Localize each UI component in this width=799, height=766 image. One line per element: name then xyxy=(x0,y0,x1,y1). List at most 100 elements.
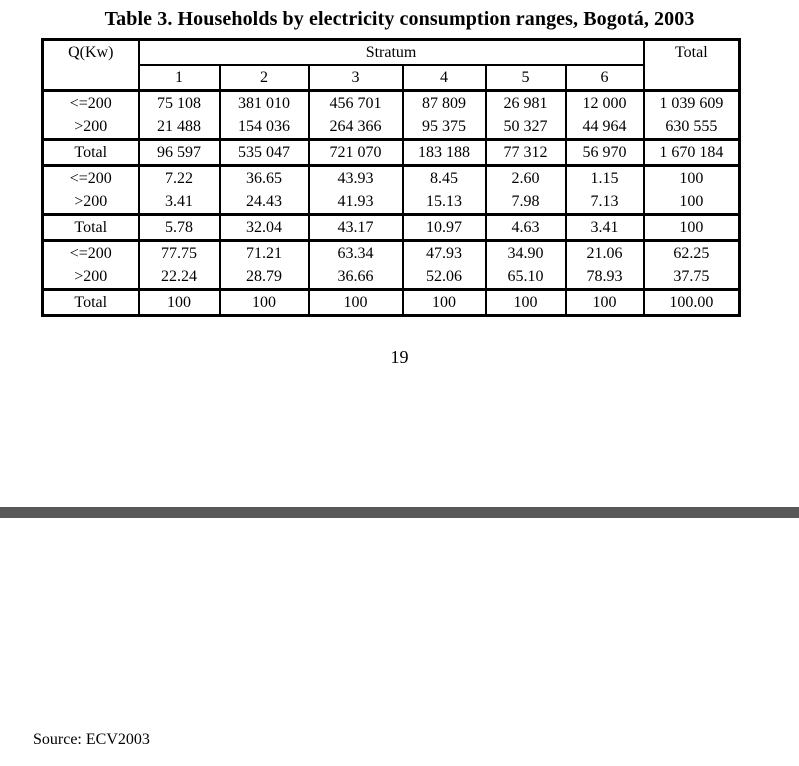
data-cell: 21.06 xyxy=(564,239,645,265)
stratum-column-header: 1 xyxy=(137,64,221,91)
table-row: Total 100 100 100 100 100 100 100.00 xyxy=(41,288,741,316)
data-cell: 3.41 xyxy=(137,190,221,215)
data-cell: 34.90 xyxy=(484,239,567,265)
data-cell: 22.24 xyxy=(137,265,221,290)
data-cell: 5.78 xyxy=(137,213,221,241)
row-label-cell: <=200 xyxy=(41,89,140,115)
data-cell: 381 010 xyxy=(218,89,310,115)
table-row: >200 22.24 28.79 36.66 52.06 65.10 78.93 37.75 xyxy=(41,265,741,290)
data-cell: 87 809 xyxy=(401,89,487,115)
table-header: Q(Kw) Stratum Total 1 2 3 4 5 6 xyxy=(41,39,741,91)
data-cell: 56 970 xyxy=(564,138,645,166)
data-cell: 32.04 xyxy=(218,213,310,241)
table-header-row-2: 1 2 3 4 5 6 xyxy=(43,64,740,91)
data-cell: 77 312 xyxy=(484,138,567,166)
data-cell: 7.13 xyxy=(564,190,645,215)
data-cell: 100 xyxy=(307,288,404,316)
row-label-cell: Total xyxy=(41,213,140,241)
data-cell: 154 036 xyxy=(218,115,310,140)
row-label-cell: Total xyxy=(41,288,140,316)
data-cell: 100 xyxy=(642,213,741,241)
header-total: Total xyxy=(642,39,741,91)
data-cell: 264 366 xyxy=(307,115,404,140)
section-divider xyxy=(0,507,799,518)
data-cell: 43.93 xyxy=(307,164,404,190)
stratum-column-header: 3 xyxy=(307,64,404,91)
row-label-cell: >200 xyxy=(41,190,140,215)
row-label-cell: <=200 xyxy=(41,239,140,265)
data-cell: 100 xyxy=(642,190,741,215)
table-row: Total 96 597 535 047 721 070 183 188 77 312 56… xyxy=(41,138,741,166)
stratum-column-header: 4 xyxy=(401,64,487,91)
data-cell: 1 670 184 xyxy=(642,138,741,166)
data-cell: 1.15 xyxy=(564,164,645,190)
table-body: <=200 75 108 381 010 456 701 87 809 26 981 12 … xyxy=(41,89,741,316)
row-label-cell: Total xyxy=(41,138,140,166)
data-cell: 37.75 xyxy=(642,265,741,290)
data-cell: 183 188 xyxy=(401,138,487,166)
data-cell: 7.98 xyxy=(484,190,567,215)
table-header-row-1: Q(Kw) Stratum Total xyxy=(41,39,741,91)
row-label-cell: >200 xyxy=(41,115,140,140)
data-cell: 100 xyxy=(642,164,741,190)
data-cell: 43.17 xyxy=(307,213,404,241)
data-cell: 7.22 xyxy=(137,164,221,190)
table-caption: Table 3. Households by electricity consu… xyxy=(104,8,695,30)
data-cell: 2.60 xyxy=(484,164,567,190)
data-cell: 77.75 xyxy=(137,239,221,265)
data-cell: 41.93 xyxy=(307,190,404,215)
table-row: <=200 77.75 71.21 63.34 47.93 34.90 21.06 62.25 xyxy=(41,239,741,265)
data-cell: 65.10 xyxy=(484,265,567,290)
data-cell: 47.93 xyxy=(401,239,487,265)
header-stratum: Stratum xyxy=(137,39,645,65)
stratum-column-header: 6 xyxy=(564,64,645,91)
data-cell: 78.93 xyxy=(564,265,645,290)
data-cell: 456 701 xyxy=(307,89,404,115)
table-row: <=200 7.22 36.65 43.93 8.45 2.60 1.15 100 xyxy=(41,164,741,190)
data-cell: 36.65 xyxy=(218,164,310,190)
data-cell: 24.43 xyxy=(218,190,310,215)
data-cell: 71.21 xyxy=(218,239,310,265)
table-row: Total 5.78 32.04 43.17 10.97 4.63 3.41 100 xyxy=(41,213,741,241)
data-cell: 8.45 xyxy=(401,164,487,190)
data-cell: 95 375 xyxy=(401,115,487,140)
households-table: Q(Kw) Stratum Total 1 2 3 4 5 6 <=200 75 … xyxy=(41,38,742,317)
data-cell: 100 xyxy=(564,288,645,316)
page-number: 19 xyxy=(390,347,409,367)
data-cell: 535 047 xyxy=(218,138,310,166)
data-cell: 96 597 xyxy=(137,138,221,166)
data-cell: 100.00 xyxy=(642,288,741,316)
data-cell: 75 108 xyxy=(137,89,221,115)
data-cell: 100 xyxy=(137,288,221,316)
table-row: >200 3.41 24.43 41.93 15.13 7.98 7.13 100 xyxy=(41,190,741,215)
table-row: >200 21 488 154 036 264 366 95 375 50 327 44 9… xyxy=(41,115,741,140)
data-cell: 100 xyxy=(401,288,487,316)
row-label-cell: >200 xyxy=(41,265,140,290)
header-q-kw: Q(Kw) xyxy=(41,39,140,91)
row-label-cell: <=200 xyxy=(41,164,140,190)
stratum-column-header: 2 xyxy=(218,64,310,91)
data-cell: 26 981 xyxy=(484,89,567,115)
table-row: <=200 75 108 381 010 456 701 87 809 26 981 12 … xyxy=(41,89,741,115)
data-cell: 50 327 xyxy=(484,115,567,140)
data-cell: 100 xyxy=(484,288,567,316)
data-cell: 1 039 609 xyxy=(642,89,741,115)
data-cell: 4.63 xyxy=(484,213,567,241)
data-cell: 52.06 xyxy=(401,265,487,290)
data-cell: 44 964 xyxy=(564,115,645,140)
data-cell: 28.79 xyxy=(218,265,310,290)
stratum-column-header: 5 xyxy=(484,64,567,91)
data-cell: 721 070 xyxy=(307,138,404,166)
data-cell: 21 488 xyxy=(137,115,221,140)
data-cell: 63.34 xyxy=(307,239,404,265)
source-note: Source: ECV2003 xyxy=(33,731,150,748)
data-cell: 630 555 xyxy=(642,115,741,140)
data-cell: 62.25 xyxy=(642,239,741,265)
data-cell: 36.66 xyxy=(307,265,404,290)
data-cell: 10.97 xyxy=(401,213,487,241)
data-cell: 15.13 xyxy=(401,190,487,215)
data-cell: 12 000 xyxy=(564,89,645,115)
data-cell: 100 xyxy=(218,288,310,316)
data-cell: 3.41 xyxy=(564,213,645,241)
